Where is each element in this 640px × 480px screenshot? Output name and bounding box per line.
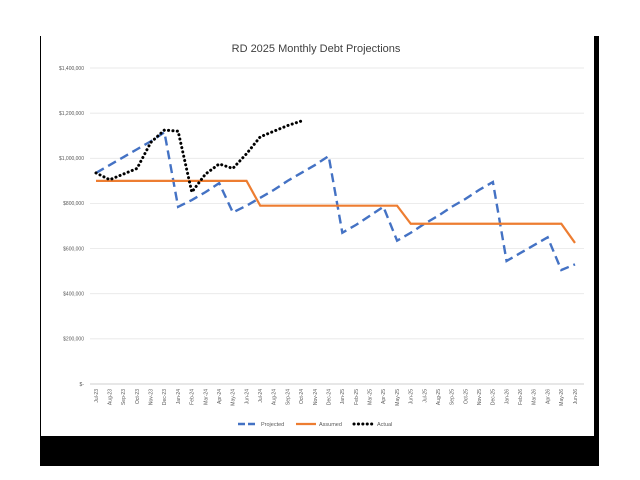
x-tick-label: Apr-26 [545,389,551,404]
x-tick-label: Mar-24 [203,389,209,405]
x-tick-label: Jun-26 [573,389,579,405]
x-tick-label: Jan-25 [340,389,346,405]
y-tick-label: $1,000,000 [59,156,84,162]
y-tick-label: $1,200,000 [59,111,84,117]
legend-item-projected: Projected [238,422,284,428]
series-line-assumed [96,179,576,244]
x-tick-label: Aug-25 [436,389,442,405]
x-tick-label: Feb-24 [190,389,196,405]
x-tick-label: Dec-25 [491,389,497,405]
x-tick-label: Jul-24 [258,389,264,403]
legend-label: Projected [261,422,284,428]
x-tick-label: Nov-25 [477,389,483,405]
x-tick-label: Aug-24 [272,389,278,405]
x-tick-label: Feb-25 [354,389,360,405]
bottom-bar [40,436,599,466]
gridlines [90,67,584,385]
y-tick-label: $800,000 [63,201,84,207]
x-tick-label: Oct-25 [463,389,469,404]
y-tick-label: $200,000 [63,337,84,343]
x-tick-label: Aug-23 [107,389,113,405]
x-tick-label: Dec-23 [162,389,168,405]
x-tick-label: Jun-24 [244,389,250,405]
x-tick-label: Sep-24 [285,389,291,405]
x-tick-label: Nov-23 [149,389,155,405]
x-tick-label: Jan-24 [176,389,182,405]
y-tick-label: $1,400,000 [59,66,84,72]
legend-item-assumed: Assumed [296,422,342,428]
x-tick-label: Jul-23 [94,389,100,403]
x-tick-label: May-24 [231,389,237,406]
series-lines [94,119,576,272]
y-tick-label: $600,000 [63,246,84,252]
x-tick-label: Sep-25 [450,389,456,405]
legend: Projected Assumed Actual [238,422,392,428]
series-line-actual [94,119,303,196]
x-tick-label: Dec-24 [326,389,332,405]
x-tick-label: Mar-26 [532,389,538,405]
x-tick-label: Jun-25 [409,389,415,405]
x-tick-label: Jul-25 [422,389,428,403]
x-tick-label: Oct-23 [135,389,141,404]
x-tick-label: May-26 [559,389,565,406]
x-tick-label: May-25 [395,389,401,406]
x-tick-label: Apr-24 [217,389,223,404]
legend-label: Assumed [319,422,342,428]
x-tick-label: Sep-23 [121,389,127,405]
y-tick-label: $400,000 [63,292,84,298]
y-tick-label: $- [80,382,85,388]
series-line-projected [95,130,576,272]
x-axis-ticks: Jul-23 Aug-23 Sep-23 Oct-23 Nov-23 Dec-23 Jan-… [94,389,579,406]
x-tick-label: Jan-26 [504,389,510,405]
x-tick-label: Feb-26 [518,389,524,405]
x-tick-label: Nov-24 [313,389,319,405]
chart-title: RD 2025 Monthly Debt Projections [232,43,401,55]
x-tick-label: Oct-24 [299,389,305,404]
y-axis-ticks: $- $200,000 $400,000 $600,000 $800,000 $1,000… [59,66,84,388]
right-border [594,36,599,442]
legend-label: Actual [377,422,392,428]
left-border [40,36,41,464]
legend-item-actual: Actual [352,422,392,428]
x-tick-label: Apr-25 [381,389,387,404]
x-tick-label: Mar-25 [368,389,374,405]
